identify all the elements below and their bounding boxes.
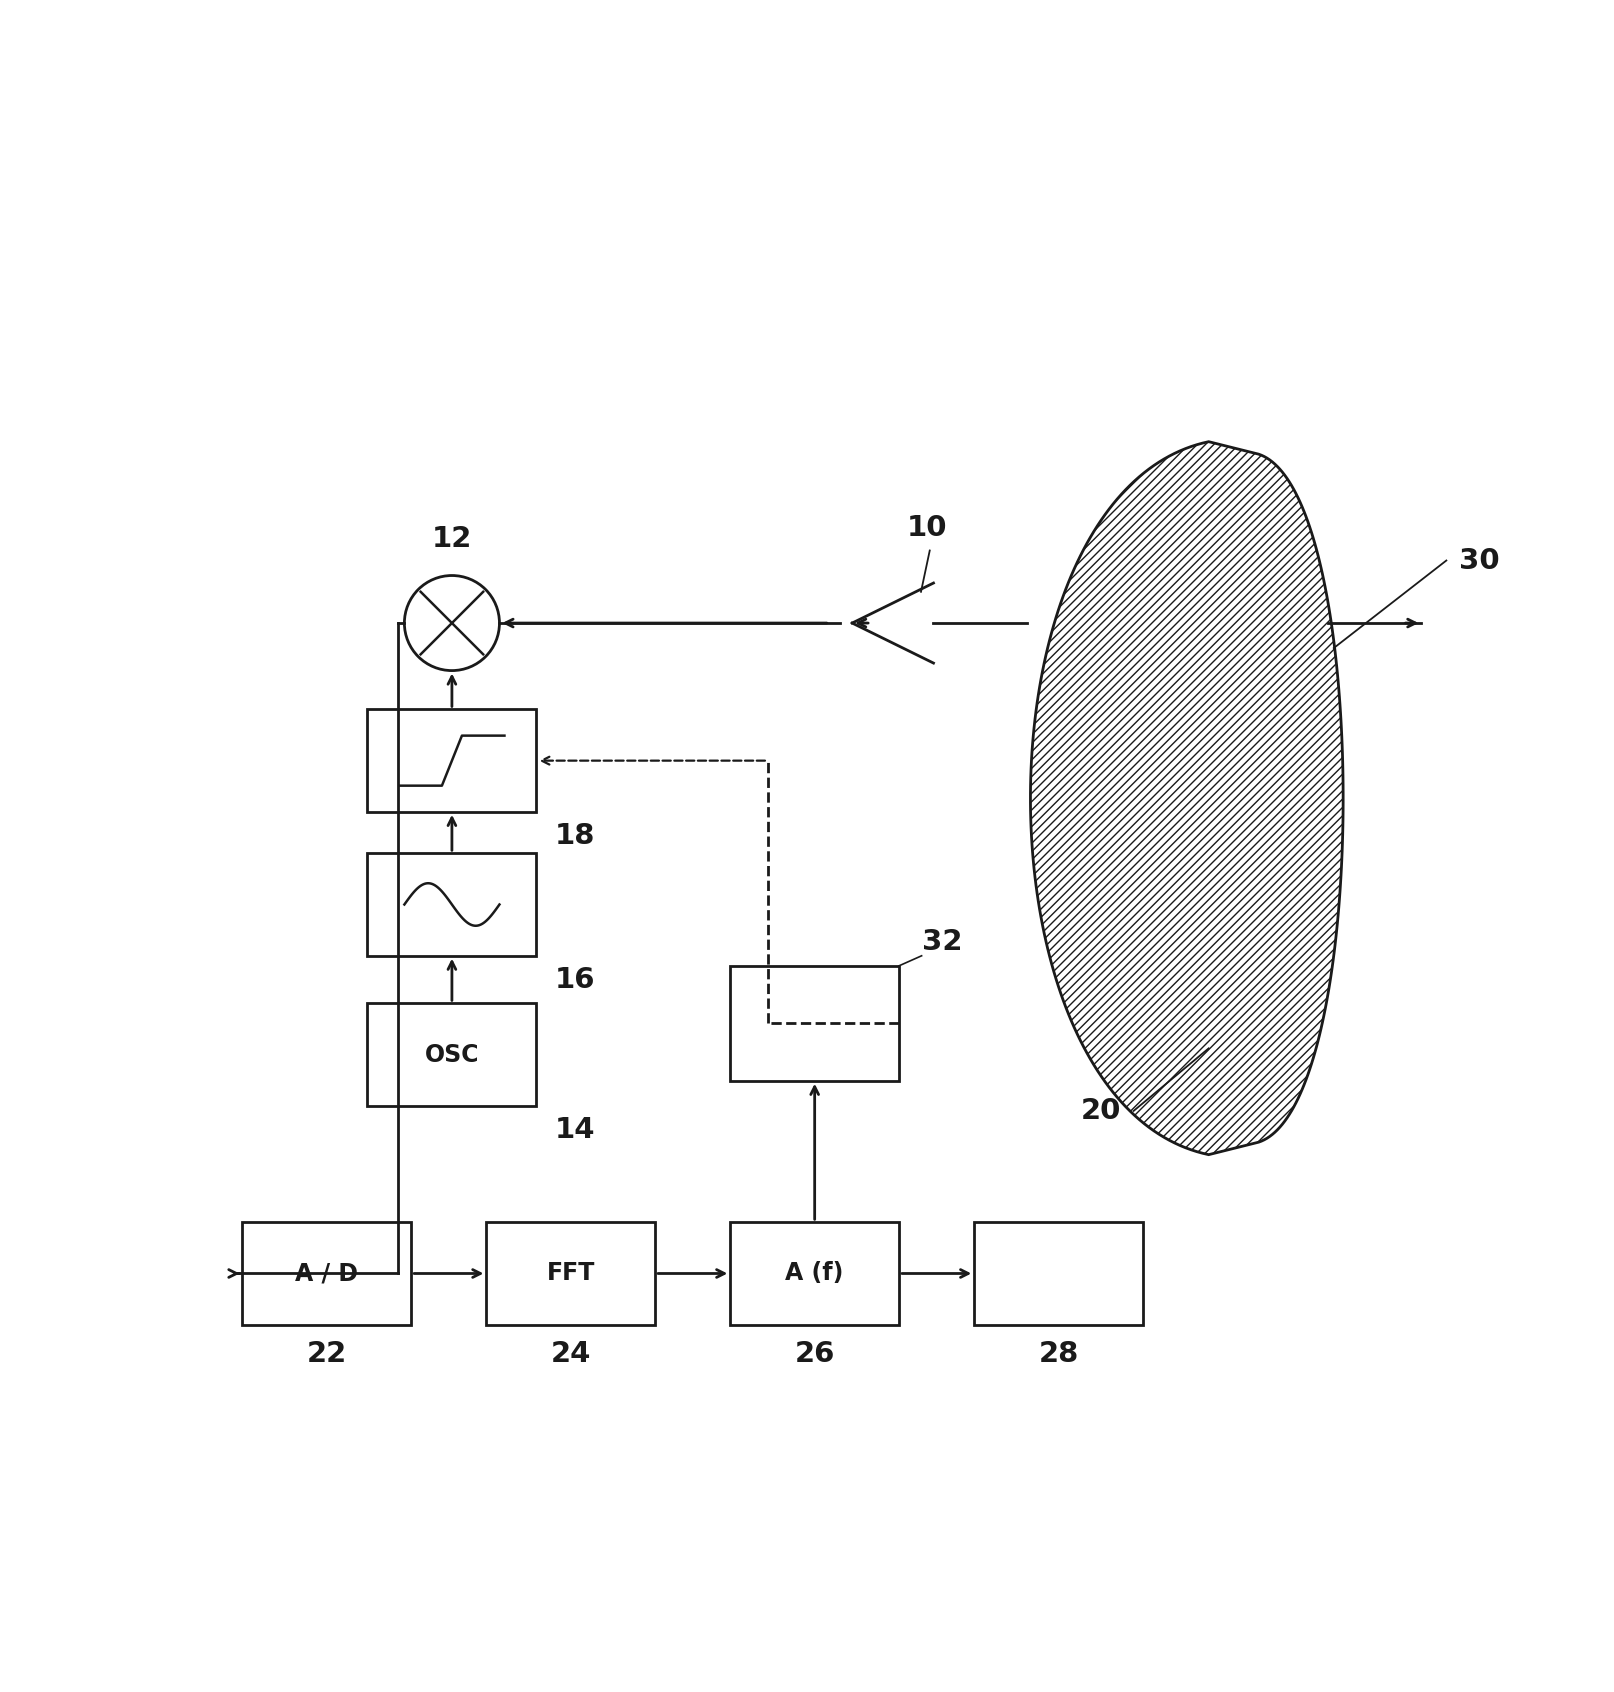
Circle shape bbox=[405, 575, 499, 670]
Bar bbox=[242, 1222, 412, 1325]
Text: 32: 32 bbox=[922, 927, 962, 956]
Bar bbox=[368, 709, 536, 812]
Bar bbox=[368, 853, 536, 956]
Bar bbox=[975, 1222, 1143, 1325]
Text: 16: 16 bbox=[555, 966, 596, 993]
Text: 20: 20 bbox=[1081, 1096, 1122, 1125]
Bar bbox=[730, 1222, 899, 1325]
Text: 18: 18 bbox=[555, 822, 596, 849]
Text: 28: 28 bbox=[1038, 1340, 1078, 1367]
Text: 12: 12 bbox=[431, 525, 473, 553]
Bar bbox=[486, 1222, 655, 1325]
Text: 10: 10 bbox=[907, 514, 947, 541]
Text: FFT: FFT bbox=[547, 1262, 596, 1286]
Text: 14: 14 bbox=[555, 1117, 596, 1144]
Text: 24: 24 bbox=[550, 1340, 591, 1367]
Text: OSC: OSC bbox=[424, 1042, 479, 1066]
Bar bbox=[730, 966, 899, 1081]
Text: 22: 22 bbox=[307, 1340, 347, 1367]
Text: 30: 30 bbox=[1459, 547, 1499, 575]
Text: A / D: A / D bbox=[295, 1262, 358, 1286]
Polygon shape bbox=[1030, 442, 1343, 1154]
Bar bbox=[368, 1003, 536, 1107]
Text: 26: 26 bbox=[794, 1340, 834, 1367]
Text: A (f): A (f) bbox=[786, 1262, 844, 1286]
